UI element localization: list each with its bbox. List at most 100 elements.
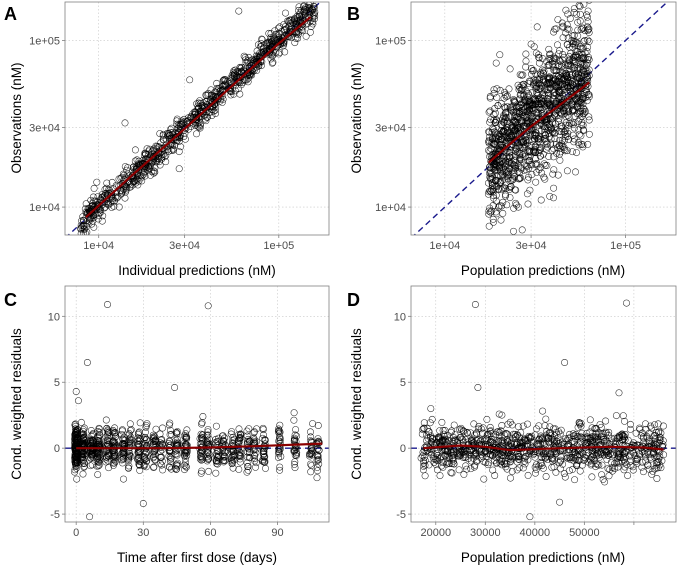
data-point [511, 186, 519, 194]
data-point [535, 80, 542, 87]
data-point [485, 139, 493, 147]
data-point [576, 99, 584, 107]
data-point [280, 34, 288, 42]
data-point [513, 431, 521, 439]
data-point [656, 436, 664, 444]
data-point [544, 95, 552, 103]
data-point [620, 434, 628, 442]
data-point [94, 457, 102, 465]
data-point [276, 436, 284, 444]
data-point [492, 59, 500, 67]
data-point [151, 168, 159, 176]
panel-b-x-tick-label: 1e+05 [610, 240, 641, 252]
data-point [251, 455, 258, 463]
data-point [166, 426, 174, 434]
data-point [531, 453, 539, 461]
data-point [623, 299, 630, 307]
data-point [159, 424, 166, 432]
data-point [541, 454, 549, 462]
data-point [585, 116, 593, 124]
data-point [313, 474, 321, 482]
data-point [517, 156, 525, 164]
data-point [554, 16, 562, 24]
data-point [557, 122, 565, 130]
panel-c-y-tick-label: -5 [50, 509, 60, 521]
panel-d-y-tick-label: 10 [394, 311, 406, 323]
data-point [592, 433, 599, 441]
data-point [514, 175, 522, 183]
data-point [163, 129, 171, 137]
data-point [512, 433, 520, 441]
data-point [168, 147, 176, 154]
data-point [166, 463, 174, 471]
data-point [121, 119, 129, 127]
data-point [109, 442, 117, 450]
data-point [542, 119, 549, 126]
data-point [115, 203, 123, 211]
data-point [142, 423, 150, 431]
data-point [182, 430, 190, 438]
data-point [485, 207, 493, 215]
data-point [508, 151, 516, 159]
data-point [80, 439, 88, 447]
data-point [581, 37, 589, 44]
data-point [518, 226, 526, 234]
data-point [143, 457, 151, 465]
data-point [508, 119, 516, 127]
data-point [499, 172, 507, 180]
data-point [504, 124, 511, 132]
data-point [549, 128, 557, 136]
panel-c: 0 30 60 90 -5 0 5 10 Time after first dose (days… [4, 285, 330, 565]
data-point [290, 434, 298, 442]
data-point [524, 176, 532, 184]
data-point [197, 453, 205, 461]
data-point [276, 421, 284, 429]
data-point [491, 450, 499, 457]
data-point [513, 201, 520, 209]
data-point [520, 96, 528, 104]
data-point [243, 76, 251, 84]
data-point [534, 135, 542, 143]
data-point [543, 161, 551, 169]
data-point [557, 453, 565, 461]
data-point [619, 448, 627, 456]
data-point [79, 216, 87, 224]
data-point [519, 111, 526, 119]
data-point [508, 454, 516, 462]
data-point [128, 172, 136, 180]
data-point [486, 204, 494, 212]
data-point [124, 464, 132, 472]
data-point [167, 465, 175, 473]
data-point [516, 151, 523, 159]
data-point [585, 130, 593, 138]
data-point [120, 475, 127, 483]
data-point [227, 430, 235, 438]
data-point [549, 128, 556, 136]
data-point [503, 161, 511, 168]
data-point [267, 55, 275, 63]
data-point [159, 136, 167, 144]
data-point [639, 468, 647, 476]
data-point [87, 208, 95, 216]
data-point [288, 16, 296, 24]
data-point [73, 475, 81, 483]
data-point [528, 438, 536, 446]
panel-c-y-tick-label: 5 [54, 377, 60, 389]
data-point [542, 473, 550, 480]
data-point [586, 455, 594, 463]
data-point [117, 187, 125, 195]
data-point [563, 437, 571, 445]
data-point [568, 119, 576, 127]
data-point [536, 139, 544, 147]
data-point [557, 144, 564, 152]
data-point [545, 45, 553, 53]
data-point [560, 128, 568, 136]
panel-b-y-tick-label: 1e+05 [375, 35, 406, 47]
data-point [524, 90, 532, 97]
data-point [576, 130, 584, 138]
data-point [268, 59, 276, 67]
data-point [596, 421, 604, 429]
data-point [583, 429, 591, 437]
data-point [641, 449, 648, 457]
data-point [504, 175, 512, 183]
